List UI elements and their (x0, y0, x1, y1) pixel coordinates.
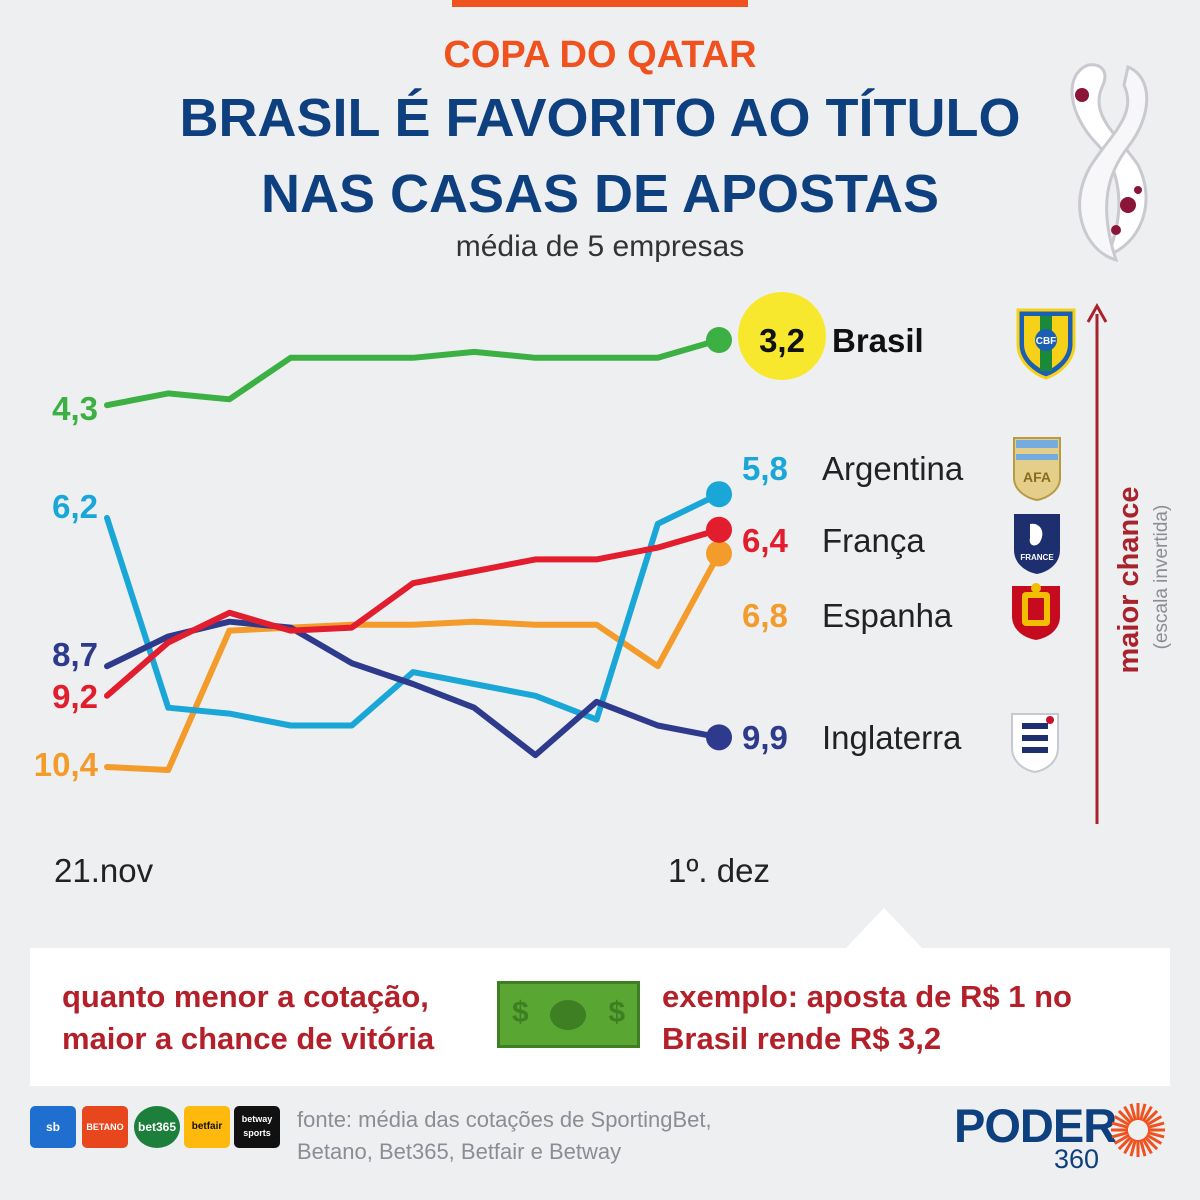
sun-ray (1117, 1109, 1132, 1124)
sun-ray (1117, 1136, 1132, 1151)
sun-ray (1147, 1121, 1165, 1129)
brasil-crest-icon: CBF (1016, 308, 1076, 380)
source-line-1: fonte: média das cotações de SportingBet… (297, 1107, 712, 1132)
brasil-end-value: 3,2 (759, 322, 805, 359)
sun-ray (1144, 1136, 1159, 1151)
sun-ray (1123, 1105, 1135, 1123)
sun-ray (1139, 1103, 1147, 1121)
sun-ray (1129, 1139, 1137, 1157)
brasil-series-line (104, 337, 722, 409)
espanha-series-line (104, 550, 722, 773)
betway-logo: betway sports (234, 1106, 280, 1148)
world-cup-emblem (1070, 63, 1149, 263)
sun-ray (1139, 1139, 1147, 1157)
inglaterra-end-point (706, 724, 732, 751)
sun-ray (1111, 1131, 1129, 1139)
sun-ray (1129, 1103, 1137, 1121)
inglaterra-crest-icon (1011, 713, 1059, 774)
argentina-crest-text: AFA (1023, 469, 1051, 485)
source-note: fonte: média das cotações de SportingBet… (297, 1104, 712, 1168)
argentina-end-point (706, 481, 732, 508)
bill-dollar-right: $ (608, 996, 625, 1029)
sun-ray (1111, 1121, 1129, 1129)
headline-line-1: BRASIL É FAVORITO AO TÍTULO (179, 88, 1021, 148)
franca-series-line (104, 526, 722, 699)
argentina-series-label: Argentina (822, 450, 964, 487)
franca-crest-icon: FRANCE (1014, 514, 1060, 574)
argentina-end-value: 5,8 (742, 450, 788, 487)
sportingbet-logo: sb (30, 1106, 76, 1148)
sun-ray (1113, 1115, 1131, 1127)
x-tick-end: 1º. dez (668, 852, 770, 889)
poder360-brand: PODER (954, 1099, 1117, 1152)
sun-ray (1144, 1109, 1159, 1124)
note-left-line-2: maior a chance de vitória (62, 1021, 435, 1056)
side-axis-label: maior chance (1113, 486, 1145, 674)
argentina-start-value: 6,2 (52, 488, 98, 525)
franca-end-point (706, 516, 732, 543)
espanha-end-point (706, 540, 732, 567)
poder360-number: 360 (1054, 1144, 1100, 1174)
side-axis-arrow (1086, 302, 1108, 824)
poder360-sun-icon (1111, 1103, 1165, 1157)
betano-logo: BETANO (82, 1106, 128, 1148)
sun-ray (1123, 1137, 1135, 1155)
sun-ray (1141, 1105, 1153, 1123)
note-right-line-2: Brasil rende R$ 3,2 (662, 1021, 942, 1056)
bet365-logo: bet365 (134, 1106, 180, 1148)
brasil-highlight-circle (738, 292, 826, 380)
espanha-crest-icon (1012, 583, 1060, 640)
sun-ray (1147, 1131, 1165, 1139)
sun-ray (1141, 1137, 1153, 1155)
argentina-series-line (104, 491, 722, 729)
sun-ray (1145, 1115, 1163, 1127)
bill-coin (550, 1000, 586, 1030)
franca-start-value: 9,2 (52, 678, 98, 715)
side-axis-note: (escala invertida) (1151, 504, 1172, 650)
franca-crest-text: FRANCE (1020, 553, 1054, 562)
brasil-series-label: Brasil (832, 322, 924, 359)
x-tick-start: 21.nov (54, 852, 154, 889)
brasil-crest-text: CBF (1036, 336, 1057, 347)
headline-line-2: NAS CASAS DE APOSTAS (260, 164, 940, 224)
inglaterra-end-value: 9,9 (742, 719, 788, 756)
argentina-crest-icon: AFA (1013, 437, 1061, 502)
brasil-start-value: 4,3 (52, 390, 98, 427)
note-left-line-1: quanto menor a cotação, (62, 979, 429, 1014)
espanha-start-value: 10,4 (33, 746, 98, 783)
franca-series-label: França (822, 522, 925, 559)
top-accent-bar (452, 0, 748, 7)
inglaterra-series-label: Inglaterra (822, 719, 962, 756)
money-bill-icon: $ $ (497, 981, 640, 1048)
sun-ray (1113, 1133, 1131, 1145)
brasil-end-point (706, 327, 732, 353)
note-right-line-1: exemplo: aposta de R$ 1 no (662, 979, 1072, 1014)
espanha-end-value: 6,8 (742, 597, 788, 634)
note-pointer (846, 908, 922, 948)
betfair-logo: betfair (184, 1106, 230, 1148)
franca-end-value: 6,4 (742, 522, 788, 559)
inglaterra-start-value: 8,7 (52, 636, 98, 673)
source-line-2: Betano, Bet365, Betfair e Betway (297, 1139, 622, 1164)
inglaterra-series-line (104, 618, 722, 759)
kicker: COPA DO QATAR (443, 34, 757, 76)
sun-ray (1145, 1133, 1163, 1145)
subtitle: média de 5 empresas (455, 230, 745, 263)
espanha-series-label: Espanha (822, 597, 953, 634)
bill-dollar-left: $ (512, 996, 529, 1029)
